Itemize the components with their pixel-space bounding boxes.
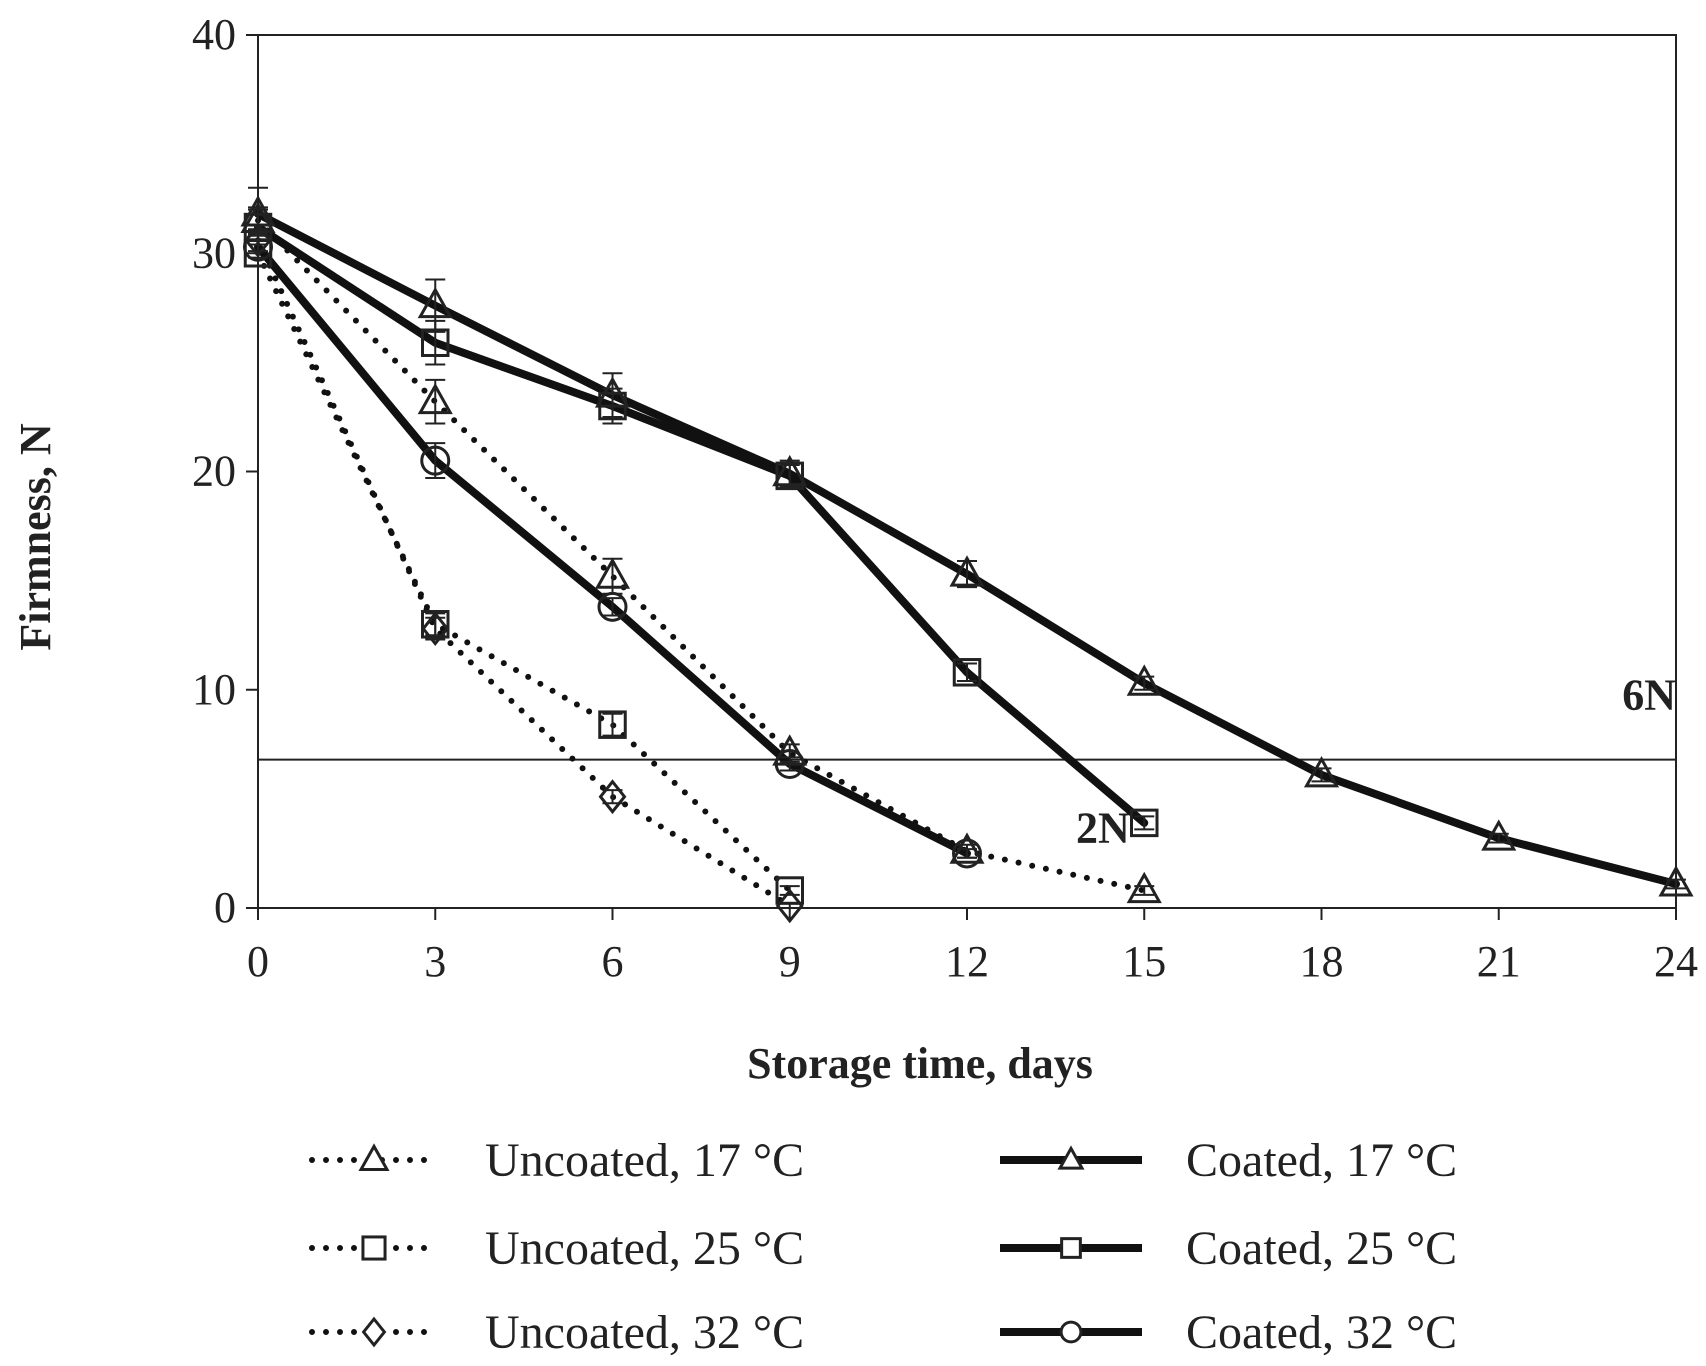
data-point [949,832,985,864]
data-point [421,328,450,357]
annotation-label: 6N [1622,670,1676,719]
x-tick-label: 0 [247,937,269,986]
legend-marker [358,1143,390,1172]
data-point [417,286,453,319]
data-point [1126,871,1162,904]
data-point [772,734,808,766]
series-line-1 [255,217,1148,894]
series-line-4 [254,209,1680,888]
data-point [243,212,273,242]
plot-frame [257,34,1677,909]
y-tick-label: 10 [192,665,236,714]
data-point [952,658,982,687]
data-point [1303,756,1340,788]
data-point [1658,865,1694,897]
legend-label: Uncoated, 32 °C [485,1306,804,1359]
y-tick-label: 30 [192,228,236,277]
x-tick-label: 15 [1122,937,1166,986]
data-point [1481,819,1517,851]
data-point [952,838,982,869]
y-tick-label: 40 [192,10,236,59]
legend-label: Uncoated, 25 °C [485,1222,804,1275]
data-point [597,591,628,622]
legend-label: Coated, 17 °C [1186,1134,1457,1187]
data-point [417,382,453,415]
x-tick-label: 6 [602,937,624,986]
legend-item: Coated, 32 °C [1000,1306,1457,1359]
data-point [243,231,273,262]
data-point [1130,808,1159,838]
legend-marker [1059,1320,1083,1344]
error-bar [425,319,446,366]
y-tick-label: 0 [214,883,236,932]
x-tick-label: 12 [945,937,989,986]
legend-item: Coated, 25 °C [1000,1222,1457,1275]
error-bar [425,442,446,480]
x-tick-label: 3 [424,937,446,986]
series-markers [240,195,1694,924]
legend-item: Uncoated, 25 °C [309,1222,804,1275]
data-point [598,779,627,815]
x-tick-label: 21 [1477,937,1521,986]
data-point [421,611,450,647]
error-bar [957,662,977,683]
legend-marker [361,1235,387,1261]
data-point [420,445,451,476]
data-point [594,557,631,589]
legend-marker [1060,1237,1082,1259]
data-point [598,391,627,421]
legend-marker [361,1316,387,1348]
data-point [240,195,276,227]
legend: Uncoated, 17 °C Uncoated, 25 °C Uncoated, … [309,1134,1457,1359]
error-bar [1134,815,1155,831]
legend-item: Coated, 17 °C [1000,1134,1457,1187]
legend-item: Uncoated, 32 °C [309,1306,804,1359]
data-point [949,555,985,587]
data-point [775,888,804,924]
x-tick-label: 9 [779,937,801,986]
data-point [1126,664,1162,696]
error-bar [779,463,800,488]
data-point [775,461,804,491]
series-line-5 [254,223,1149,827]
legend-label: Coated, 32 °C [1186,1306,1457,1359]
y-tick-label: 20 [192,447,236,496]
data-point [240,201,276,234]
data-point [774,748,805,779]
annotation-label: 2N [1076,804,1130,853]
legend-item: Uncoated, 17 °C [309,1134,804,1187]
y-axis-title: Firmness, N [11,423,60,651]
error-bars [248,186,1686,909]
plot-area [257,34,1677,909]
legend-label: Uncoated, 17 °C [485,1134,804,1187]
axes: 0 10 20 30 40 0 3 6 9 12 15 18 21 24 [192,10,1698,986]
error-bar [602,597,623,617]
data-point [598,710,627,739]
x-axis-title: Storage time, days [747,1039,1093,1088]
annotations: 6N 2N [1076,670,1676,852]
legend-marker [1057,1145,1085,1170]
legend-label: Coated, 25 °C [1186,1222,1457,1275]
error-bar [602,712,623,737]
data-point [775,876,804,905]
data-point [772,454,808,487]
x-tick-label: 18 [1300,937,1344,986]
x-tick-label: 24 [1654,937,1698,986]
